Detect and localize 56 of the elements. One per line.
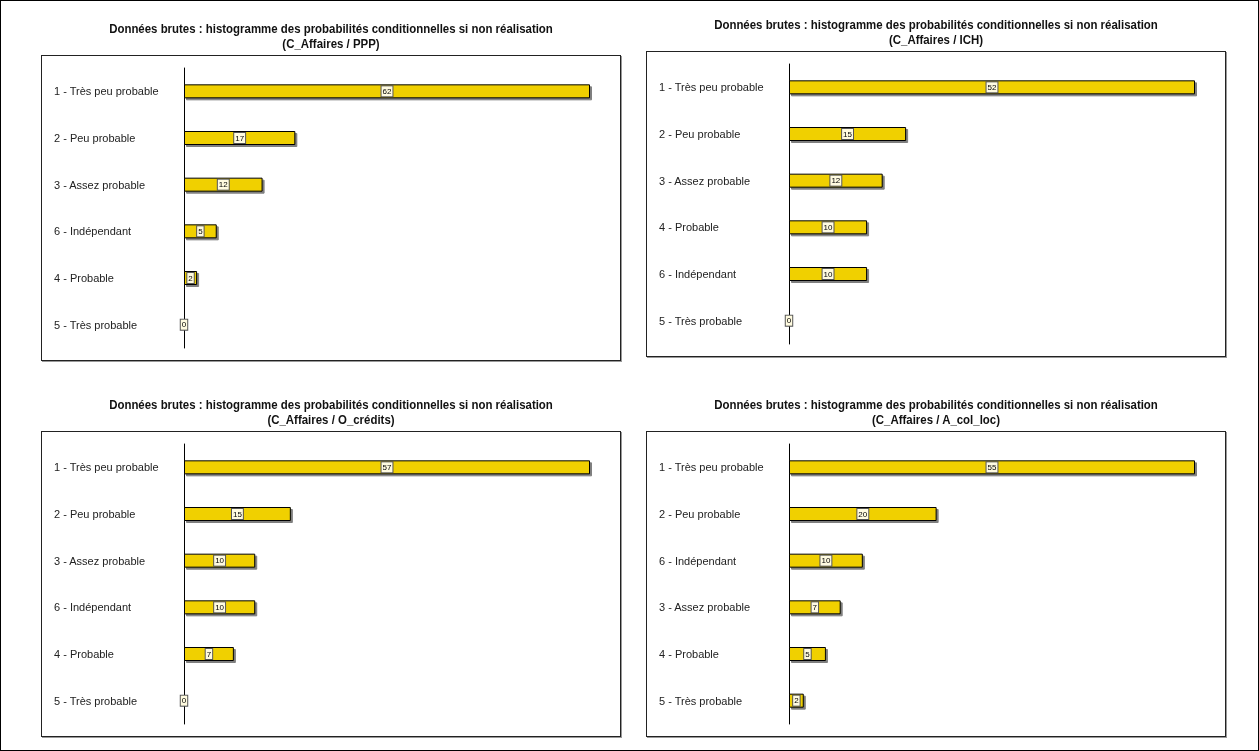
data-label: 0 — [181, 320, 187, 330]
data-label: 62 — [382, 86, 392, 96]
data-label: 2 — [188, 273, 194, 283]
y-tick-label: 6 - Indépendant — [659, 554, 737, 567]
data-label: 10 — [823, 269, 834, 279]
data-label: 15 — [843, 129, 853, 139]
y-tick-label: 2 - Peu probable — [659, 508, 741, 520]
y-tick-label: 1 - Très peu probable — [54, 85, 159, 98]
data-label: 2 — [794, 696, 800, 706]
data-label: 55 — [987, 462, 997, 472]
y-tick-label: 2 - Peu probable — [659, 128, 741, 140]
data-label: 12 — [218, 180, 229, 190]
data-label: 15 — [232, 509, 243, 519]
chart-title: Données brutes : histogramme des probabilités conditionnelles si non réalisation — [108, 397, 554, 412]
y-tick-label: 3 - Assez probable — [659, 601, 751, 614]
y-tick-label: 3 - Assez probable — [659, 174, 751, 187]
y-tick-label: 5 - Très probable — [659, 314, 743, 327]
data-label: 52 — [987, 82, 997, 92]
y-tick-label: 4 - Probable — [659, 648, 719, 660]
data-label: 5 — [805, 649, 811, 659]
data-label: 7 — [206, 649, 212, 659]
chart-title: Données brutes : histogramme des probabilités conditionnelles si non réalisation — [713, 17, 1159, 32]
y-tick-label: 2 - Peu probable — [54, 132, 136, 144]
y-tick-label: 5 - Très probable — [54, 318, 138, 331]
y-tick-label: 5 - Très probable — [659, 694, 743, 707]
data-label: 17 — [235, 133, 245, 143]
y-tick-label: 1 - Très peu probable — [659, 461, 764, 474]
data-label: 10 — [823, 222, 834, 232]
chart-subtitle: (C_Affaires / PPP) — [281, 36, 381, 51]
data-label: 0 — [181, 696, 187, 706]
y-tick-label: 2 - Peu probable — [54, 508, 136, 520]
y-tick-label: 5 - Très probable — [54, 694, 138, 707]
chart-title: Données brutes : histogramme des probabilités conditionnelles si non réalisation — [713, 397, 1159, 412]
y-tick-label: 6 - Indépendant — [659, 268, 737, 280]
data-label: 10 — [821, 556, 831, 566]
chart-subtitle: (C_Affaires / ICH) — [887, 32, 985, 47]
y-tick-label: 4 - Probable — [659, 221, 719, 234]
y-tick-label: 3 - Assez probable — [54, 554, 146, 567]
y-tick-label: 1 - Très peu probable — [659, 81, 764, 94]
data-label: 10 — [215, 556, 225, 566]
y-tick-label: 1 - Très peu probable — [54, 461, 159, 474]
data-label: 57 — [382, 462, 392, 472]
chart-title: Données brutes : histogramme des probabilités conditionnelles si non réalisation — [108, 21, 554, 36]
chart-subtitle: (C_Affaires / O_crédits) — [266, 412, 396, 427]
y-tick-label: 6 - Indépendant — [54, 601, 132, 614]
data-label: 12 — [831, 176, 841, 186]
data-label: 5 — [198, 226, 204, 236]
data-label: 7 — [812, 602, 818, 612]
y-tick-label: 4 - Probable — [54, 272, 114, 284]
data-label: 10 — [215, 602, 225, 612]
y-tick-label: 3 - Assez probable — [54, 178, 146, 191]
chart-subtitle: (C_Affaires / A_col_loc) — [871, 412, 1001, 427]
data-label: 0 — [786, 316, 792, 326]
y-tick-label: 6 - Indépendant — [54, 225, 132, 238]
data-label: 20 — [858, 509, 868, 519]
y-tick-label: 4 - Probable — [54, 648, 114, 660]
